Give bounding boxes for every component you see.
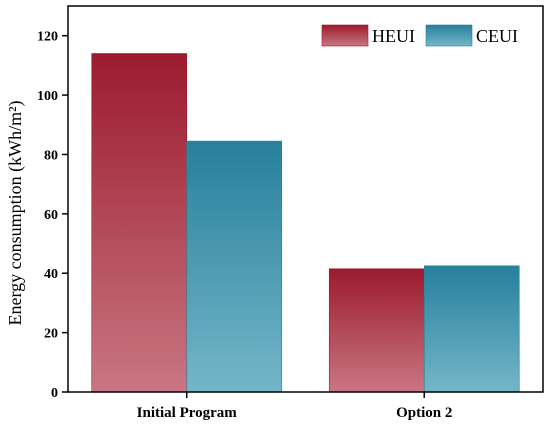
x-category-label-0: Initial Program [137, 405, 238, 421]
bar-heui-0 [91, 53, 188, 393]
legend-swatch-ceui [425, 24, 473, 47]
y-tick-label-60: 60 [44, 208, 58, 223]
y-tick-label-80: 80 [44, 148, 58, 163]
bar-ceui-0 [186, 140, 283, 393]
y-axis-title: Energy consumption (kWh/m²) [5, 100, 26, 325]
bar-heui-1 [328, 268, 425, 393]
plot-frame [67, 5, 544, 393]
y-tick-label-20: 20 [44, 327, 58, 342]
x-category-label-1: Option 2 [396, 405, 452, 421]
y-tick-label-120: 120 [37, 30, 58, 45]
bar-ceui-1 [423, 265, 520, 393]
legend: HEUI CEUI [321, 24, 518, 47]
legend-swatch-heui [321, 24, 369, 47]
legend-label-ceui: CEUI [476, 26, 518, 46]
legend-label-heui: HEUI [372, 26, 415, 46]
axes: 0 20 40 60 80 100 120 Initial Program Option 2 [37, 5, 544, 421]
bars-layer [91, 53, 520, 393]
y-tick-label-100: 100 [37, 89, 58, 104]
y-tick-label-0: 0 [51, 386, 58, 401]
y-tick-label-40: 40 [44, 267, 58, 282]
